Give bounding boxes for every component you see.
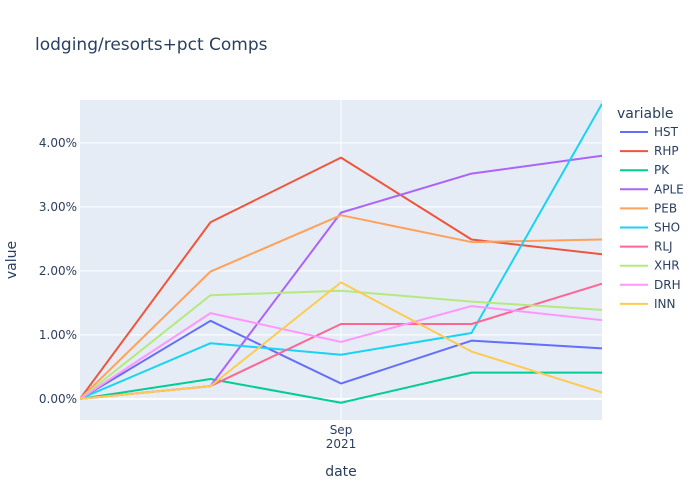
legend-item-inn[interactable]: INN (620, 297, 676, 311)
series-line-xhr[interactable] (80, 289, 602, 400)
series-line-drh[interactable] (80, 305, 602, 400)
legend-label: PK (654, 163, 670, 177)
legend-label: DRH (654, 278, 681, 292)
legend-label: INN (654, 297, 676, 311)
series-lines (80, 103, 602, 404)
legend-label: HST (654, 125, 679, 139)
legend-item-sho[interactable]: SHO (620, 221, 680, 235)
legend-title: variable (617, 106, 673, 122)
series-line-inn[interactable] (80, 281, 602, 400)
legend-item-rlj[interactable]: RLJ (620, 240, 673, 254)
x-tick-label-year: 2021 (326, 437, 357, 451)
series-line-sho[interactable] (80, 103, 602, 400)
legend-label: SHO (654, 221, 680, 235)
y-axis-ticks: 0.00% 1.00% 2.00% 3.00% 4.00% (39, 136, 77, 406)
legend-item-rhp[interactable]: RHP (620, 144, 679, 158)
y-axis-title: value (4, 241, 20, 279)
x-axis-title: date (325, 464, 357, 480)
series-line-pk[interactable] (80, 371, 602, 404)
legend-label: PEB (654, 201, 677, 215)
legend-item-pk[interactable]: PK (620, 163, 670, 177)
legend-label: RHP (654, 144, 679, 158)
legend-label: APLE (654, 182, 684, 196)
legend-item-aple[interactable]: APLE (620, 182, 684, 196)
y-tick-label: 4.00% (39, 136, 77, 150)
legend: HST RHP PK APLE PEB SHO RLJ XHR DRH INN (620, 125, 684, 311)
x-tick-label-month: Sep (330, 423, 353, 437)
grid (80, 100, 602, 420)
chart-title: lodging/resorts+pct Comps (35, 35, 268, 55)
y-tick-label: 2.00% (39, 264, 77, 278)
y-tick-label: 0.00% (39, 392, 77, 406)
legend-item-peb[interactable]: PEB (620, 201, 677, 215)
legend-item-drh[interactable]: DRH (620, 278, 681, 292)
legend-label: RLJ (654, 240, 673, 254)
series-line-rhp[interactable] (80, 156, 602, 400)
y-tick-label: 3.00% (39, 200, 77, 214)
y-tick-label: 1.00% (39, 328, 77, 342)
legend-item-xhr[interactable]: XHR (620, 259, 680, 273)
legend-item-hst[interactable]: HST (620, 125, 679, 139)
series-line-peb[interactable] (80, 214, 602, 400)
series-line-hst[interactable] (80, 319, 602, 400)
legend-label: XHR (654, 259, 680, 273)
